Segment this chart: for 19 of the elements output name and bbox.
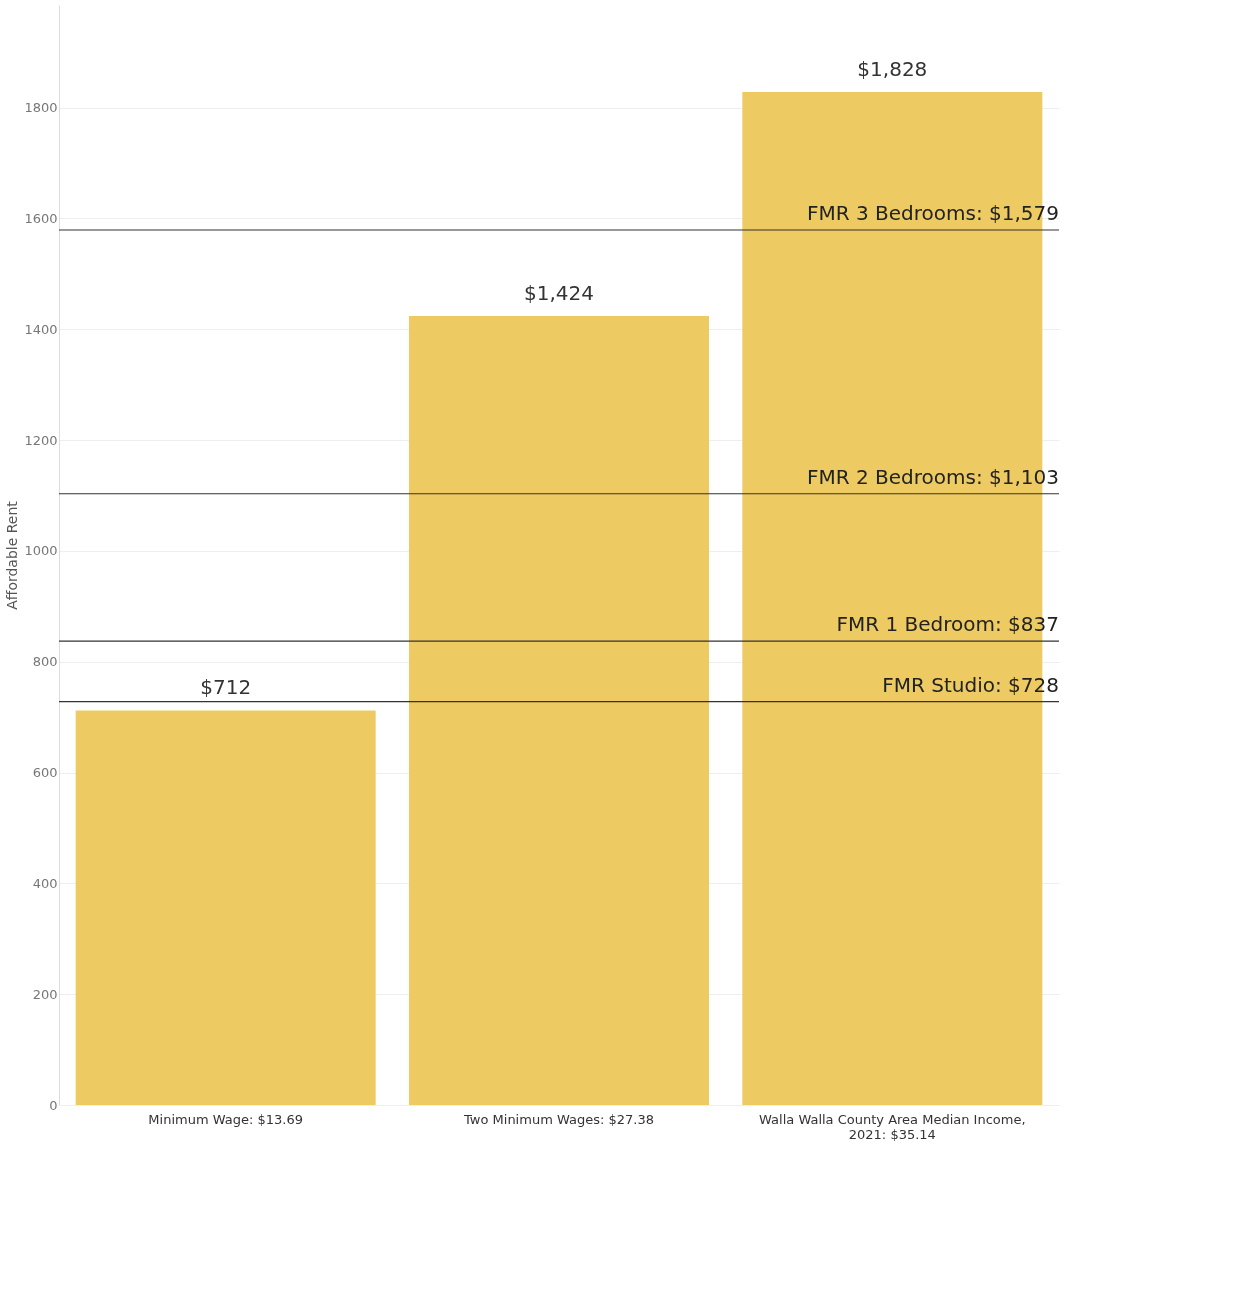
bar	[75, 710, 376, 1105]
x-tick-label: Walla Walla County Area Median Income, 2021: $35.14	[759, 1111, 1026, 1142]
data-label: $1,828	[857, 57, 928, 81]
y-tick-label: 0	[49, 1097, 58, 1113]
y-tick-label: 1400	[24, 321, 58, 337]
y-axis-title: Affordable Rent	[4, 500, 21, 610]
y-tick-label: 400	[32, 875, 58, 891]
data-label: $1,424	[524, 280, 594, 305]
y-tick-label: 200	[32, 986, 58, 1002]
y-tick-label: 1000	[24, 543, 58, 559]
y-tick-label: 1200	[24, 432, 58, 448]
y-tick-label: 1800	[24, 100, 58, 116]
data-label: $712	[200, 675, 252, 700]
y-tick-label: 1600	[24, 210, 58, 226]
x-tick-label: Minimum Wage: $13.69	[148, 1111, 303, 1127]
y-tick-label: 800	[32, 654, 58, 670]
x-tick-label: Two Minimum Wages: $27.38	[463, 1111, 654, 1127]
bar	[409, 315, 709, 1105]
y-tick-label: 600	[32, 765, 58, 781]
